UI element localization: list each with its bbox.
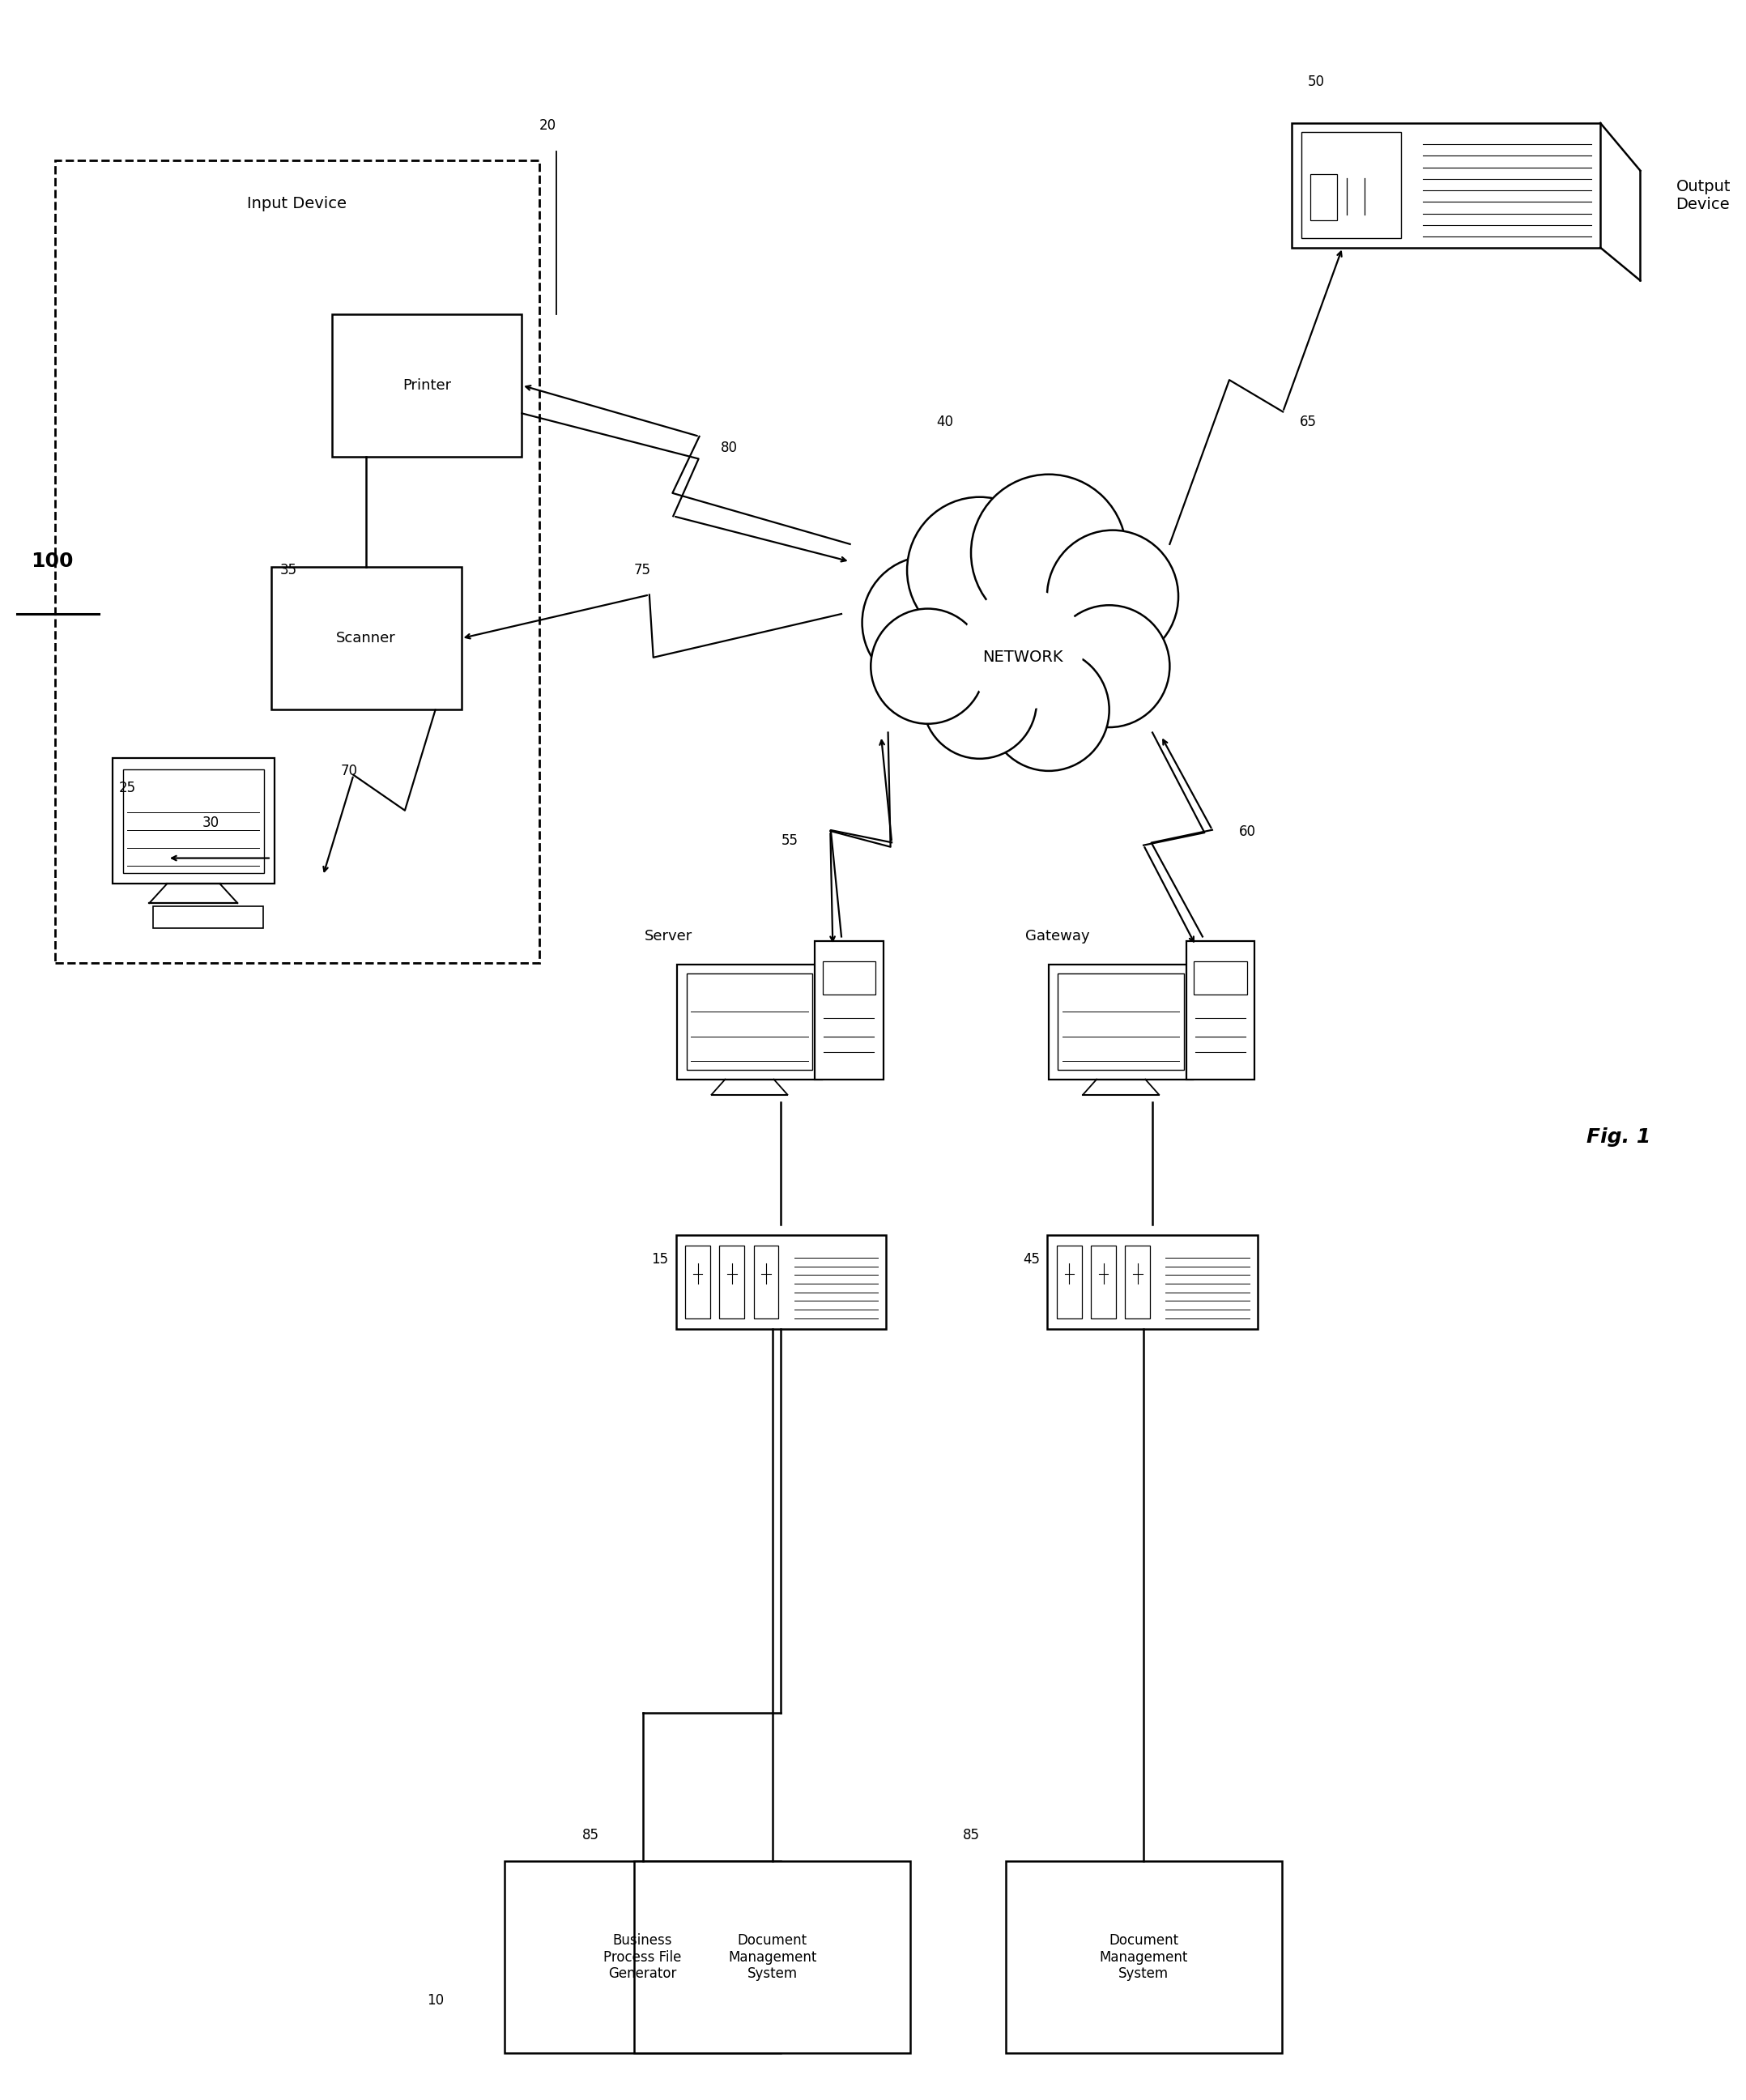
Bar (1186, 941, 1255, 1079)
Bar (815, 941, 883, 1079)
Text: 20: 20 (540, 118, 557, 132)
Text: 30: 30 (203, 817, 220, 830)
Bar (676, 1235, 885, 1329)
Text: 45: 45 (1023, 1252, 1041, 1266)
Circle shape (1049, 605, 1170, 727)
Text: 60: 60 (1240, 825, 1255, 840)
Circle shape (908, 498, 1053, 643)
Text: 75: 75 (634, 563, 651, 578)
Text: 40: 40 (936, 414, 953, 428)
Text: Document
Management
System: Document Management System (1100, 1932, 1187, 1980)
Text: 65: 65 (1299, 414, 1316, 428)
Bar (1301, 132, 1400, 239)
Bar (684, 1245, 711, 1319)
Bar (754, 1245, 779, 1319)
Bar (822, 962, 876, 995)
Bar (1310, 174, 1337, 220)
Bar (1048, 1235, 1257, 1329)
Text: 70: 70 (340, 764, 358, 779)
Bar (1091, 1245, 1116, 1319)
Text: 35: 35 (279, 563, 297, 578)
Text: Document
Management
System: Document Management System (728, 1932, 817, 1980)
Bar (271, 567, 461, 710)
Text: Business
Process File
Generator: Business Process File Generator (604, 1932, 681, 1980)
Text: 25: 25 (119, 781, 136, 796)
Bar (1124, 1245, 1151, 1319)
Bar (1058, 974, 1184, 1071)
Bar (686, 974, 812, 1071)
Text: Server: Server (644, 930, 693, 943)
Bar (677, 964, 822, 1079)
Text: 10: 10 (426, 1993, 443, 2008)
Circle shape (988, 649, 1109, 771)
Text: 100: 100 (30, 552, 73, 571)
Circle shape (871, 609, 985, 724)
Bar (719, 1245, 744, 1319)
Text: Scanner: Scanner (337, 630, 396, 645)
Bar (1056, 1245, 1083, 1319)
Bar (1292, 124, 1601, 248)
Bar (1194, 962, 1247, 995)
Text: 50: 50 (1308, 76, 1325, 88)
Text: Output
Device: Output Device (1676, 178, 1730, 212)
Text: 85: 85 (962, 1827, 980, 1842)
Text: Gateway: Gateway (1025, 930, 1090, 943)
Bar (1006, 1861, 1282, 2054)
Bar (122, 769, 264, 874)
Text: Input Device: Input Device (248, 195, 347, 212)
Bar (1049, 964, 1193, 1079)
Bar (56, 160, 540, 962)
Text: 80: 80 (721, 441, 737, 456)
Bar (505, 1861, 780, 2054)
Circle shape (863, 556, 993, 689)
Text: NETWORK: NETWORK (983, 649, 1063, 666)
Text: Fig. 1: Fig. 1 (1587, 1128, 1652, 1147)
Circle shape (971, 475, 1126, 632)
Bar (113, 758, 274, 884)
Text: Printer: Printer (402, 378, 450, 393)
Bar (332, 313, 522, 458)
Text: 15: 15 (651, 1252, 669, 1266)
Circle shape (922, 643, 1037, 758)
Circle shape (1048, 529, 1179, 664)
Bar (634, 1861, 910, 2054)
Bar (154, 905, 264, 928)
Text: 55: 55 (780, 834, 798, 848)
Circle shape (962, 588, 1083, 710)
Text: 85: 85 (583, 1827, 599, 1842)
